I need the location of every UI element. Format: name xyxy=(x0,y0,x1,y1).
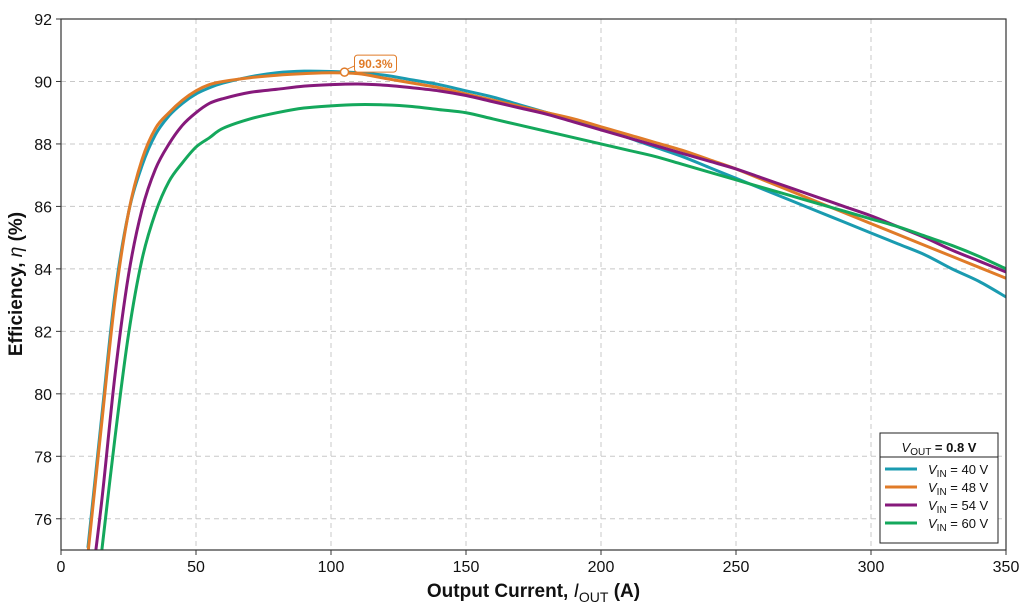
y-tick-label: 88 xyxy=(34,137,52,154)
series-layer xyxy=(86,69,1006,550)
x-tick-label: 300 xyxy=(858,559,885,576)
x-tick-label: 350 xyxy=(993,559,1020,576)
y-tick-label: 76 xyxy=(34,512,52,529)
y-tick-label: 90 xyxy=(34,74,52,91)
legend-label-3: VIN = 54 V xyxy=(928,498,989,516)
y-tick-label: 86 xyxy=(34,199,52,216)
y-tick-label: 82 xyxy=(34,324,52,341)
annotation-label-box xyxy=(354,54,397,73)
ticks: 0 50 100 150 200 250 300 350 76 78 80 82 84 86 88 90 92 xyxy=(34,12,1019,576)
legend-label-2: VIN = 48 V xyxy=(928,480,989,498)
annotation-marker xyxy=(339,67,350,77)
plot-frame xyxy=(60,18,1007,551)
y-tick-label: 84 xyxy=(34,262,52,279)
x-tick-label: 200 xyxy=(588,559,615,576)
x-axis-title: Output Current, IOUT (A) xyxy=(427,581,640,602)
legend-title: VOUT = 0.8 V xyxy=(902,440,977,458)
legend-label-4: VIN = 60 V xyxy=(928,516,989,534)
series-line-3 xyxy=(94,82,1006,550)
series-line-1 xyxy=(86,69,1006,549)
annotation-label: 90.3% xyxy=(358,57,392,71)
x-tick-label: 250 xyxy=(723,559,750,576)
y-tick-label: 78 xyxy=(34,449,52,466)
x-tick-label: 100 xyxy=(318,559,345,576)
legend-label-1: VIN = 40 V xyxy=(928,462,989,480)
x-tick-label: 50 xyxy=(187,559,205,576)
series-line-4 xyxy=(100,103,1006,550)
plot-background xyxy=(61,19,1006,550)
x-tick-label: 150 xyxy=(453,559,480,576)
peak-annotation: 90.3% xyxy=(339,54,397,77)
y-axis-title: Efficiency, η (%) xyxy=(6,212,27,356)
x-tick-label: 0 xyxy=(57,559,66,576)
y-tick-label: 92 xyxy=(34,12,52,29)
y-tick-label: 80 xyxy=(34,387,52,404)
